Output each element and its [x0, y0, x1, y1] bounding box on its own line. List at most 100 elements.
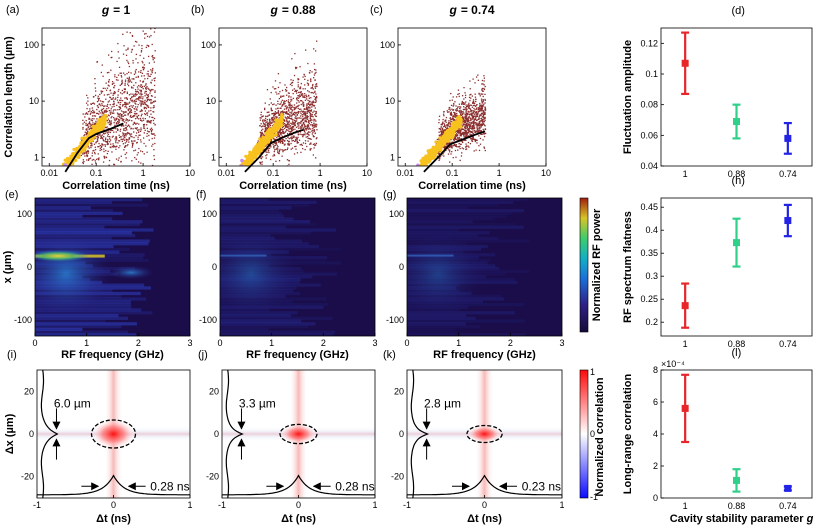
scatter-point	[130, 109, 132, 112]
scatter-point-yellow	[266, 132, 271, 136]
scatter-point	[479, 137, 482, 140]
scatter-point	[143, 113, 146, 115]
scatter-point	[288, 120, 291, 122]
scatter-point-violet	[235, 174, 239, 178]
scatter-point	[448, 149, 450, 151]
scatter-point	[257, 142, 259, 144]
scatter-point	[301, 125, 303, 127]
scatter-point	[147, 105, 149, 107]
scatter-point	[95, 141, 97, 143]
scatter-point	[448, 146, 451, 148]
scatter-point	[133, 122, 135, 124]
scatter-point	[151, 69, 154, 71]
scatter-point	[117, 170, 118, 171]
scatter-point	[141, 101, 144, 103]
scatter-point	[471, 140, 474, 142]
scatter-point	[116, 99, 119, 101]
scatter-point	[150, 107, 152, 109]
scatter-point	[107, 127, 109, 130]
scatter-point	[477, 129, 479, 132]
scatter-point-yellow	[421, 167, 424, 170]
scatter-point	[122, 120, 125, 122]
scatter-point	[285, 112, 287, 115]
scatter-point	[297, 110, 300, 113]
x-tick-label: 0.1	[90, 168, 103, 178]
scatter-point	[134, 106, 137, 108]
scatter-point	[153, 57, 156, 59]
scatter-point	[288, 126, 290, 128]
scatter-point	[295, 90, 298, 93]
scatter-point	[82, 159, 85, 161]
scatter-point	[282, 130, 284, 133]
scatter-point	[292, 139, 294, 142]
scatter-point	[438, 159, 440, 161]
scatter-point	[290, 96, 292, 98]
scatter-point	[456, 134, 458, 137]
scatter-point	[127, 61, 129, 63]
scatter-point	[480, 105, 482, 107]
scatter-point	[87, 159, 90, 161]
scatter-point	[100, 145, 103, 148]
scatter-point-yellow	[239, 166, 242, 169]
scatter-point	[260, 161, 262, 164]
scatter-point	[470, 134, 472, 136]
scatter-point	[478, 107, 480, 109]
scatter-point	[302, 135, 304, 137]
scatter-point	[109, 131, 112, 134]
scatter-point	[152, 100, 155, 103]
scatter-point	[450, 153, 452, 155]
scatter-point	[143, 57, 145, 59]
scatter-point	[145, 106, 147, 109]
scatter-point	[283, 101, 285, 103]
scatter-point	[108, 131, 110, 133]
scatter-point	[125, 54, 128, 56]
scatter-point	[121, 89, 124, 92]
scatter-point-yellow	[242, 167, 245, 170]
scatter-point-yellow	[243, 162, 247, 166]
scatter-point	[143, 64, 146, 66]
scatter-point	[86, 152, 88, 154]
scatter-point	[95, 120, 97, 123]
scatter-point	[315, 71, 317, 74]
scatter-point	[106, 110, 108, 112]
scatter-point	[83, 153, 85, 155]
scatter-point	[133, 45, 135, 47]
scatter-point	[130, 127, 133, 129]
scatter-point	[446, 127, 449, 129]
scatter-point	[483, 124, 486, 126]
scatter-point	[277, 132, 279, 134]
scatter-point	[464, 131, 466, 134]
scatter-point	[133, 113, 136, 115]
scatter-point	[296, 118, 298, 120]
scatter-point	[107, 143, 109, 145]
scatter-point	[313, 135, 315, 138]
scatter-point	[104, 144, 106, 146]
scatter-point	[98, 157, 100, 159]
scatter-point	[151, 164, 154, 166]
scatter-point	[124, 146, 126, 148]
scatter-point	[120, 114, 123, 116]
scatter-point	[259, 124, 261, 127]
scatter-point	[269, 125, 271, 127]
scatter-point	[299, 126, 301, 128]
scatter-point	[475, 108, 478, 110]
scatter-point	[154, 124, 156, 126]
scatter-point	[126, 59, 128, 62]
scatter-point	[482, 101, 484, 103]
scatter-point	[126, 77, 128, 79]
scatter-point	[281, 89, 284, 92]
scatter-point	[295, 136, 297, 138]
scatter-point	[265, 121, 267, 124]
scatter-point	[289, 115, 291, 117]
scatter-point	[311, 125, 314, 127]
scatter-point	[472, 116, 475, 118]
scatter-point	[115, 136, 117, 138]
fit-line	[244, 128, 305, 173]
scatter-point	[445, 145, 447, 148]
scatter-point	[108, 174, 109, 175]
scatter-point	[476, 139, 478, 141]
scatter-point	[461, 152, 463, 154]
scatter-point	[439, 130, 442, 132]
scatter-point	[443, 125, 446, 127]
scatter-point	[275, 141, 278, 144]
